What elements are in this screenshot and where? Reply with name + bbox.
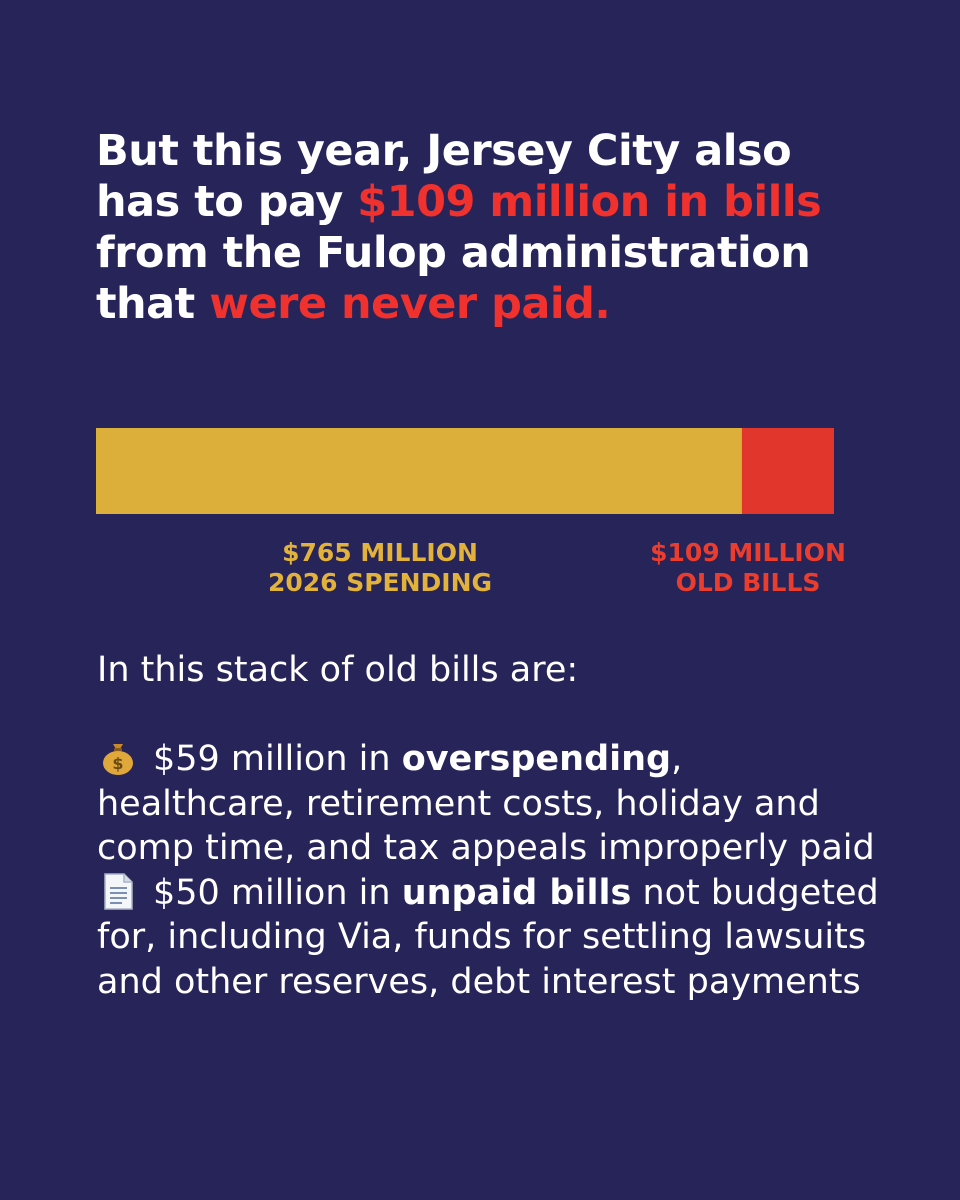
list-item-unpaid-bills: $50 million in unpaid bills not budgeted… xyxy=(97,871,887,1005)
bar-segment-spending xyxy=(96,428,742,514)
item-1-pre: $59 million in xyxy=(153,739,402,779)
bar-segment-old-bills xyxy=(741,428,834,514)
headline-highlight-unpaid: were never paid. xyxy=(209,279,611,329)
label-spending-amount: $765 MILLION xyxy=(282,538,478,567)
headline-text-2: from the Fulop administration that xyxy=(96,228,811,329)
document-icon xyxy=(104,872,133,910)
label-spending-caption: 2026 SPENDING xyxy=(267,568,493,597)
intro-line: In this stack of old bills are: xyxy=(97,650,579,690)
item-2-post: not budgeted for, including Via, funds f… xyxy=(97,872,879,1002)
headline-highlight-amount: $109 million in bills xyxy=(357,177,822,227)
label-old-bills-amount: $109 MILLION xyxy=(650,538,846,567)
money-bag-icon: $ xyxy=(103,744,133,775)
label-old-bills-caption: OLD BILLS xyxy=(675,568,821,597)
list-item-overspending: $ $59 million in overspending, healthcar… xyxy=(97,737,887,871)
svg-text:$: $ xyxy=(112,754,123,773)
item-1-bold: overspending xyxy=(401,739,672,779)
item-2-pre: $50 million in xyxy=(153,872,402,913)
label-old-bills: $109 MILLION OLD BILLS xyxy=(628,538,868,598)
item-1-post: , healthcare, retirement costs, holiday … xyxy=(97,739,875,868)
body-text: In this stack of old bills are: $ $59 mi… xyxy=(97,648,887,1004)
headline-text-1: But this year, Jersey City also has to p… xyxy=(96,126,792,227)
headline: But this year, Jersey City also has to p… xyxy=(96,126,876,330)
label-spending: $765 MILLION 2026 SPENDING xyxy=(230,538,530,598)
item-2-bold: unpaid bills xyxy=(401,872,632,913)
